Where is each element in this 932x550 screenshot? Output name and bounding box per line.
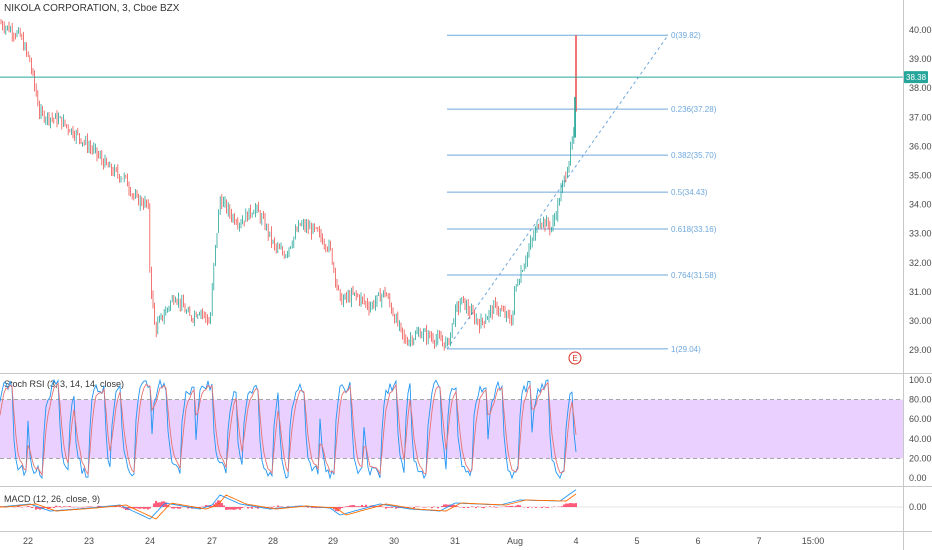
time-axis-label: 28 [268,536,278,546]
stoch-tick-label: 60.00 [909,414,932,424]
macd-group [0,489,903,520]
time-axis-label: 22 [23,536,33,546]
fib-trend-line [446,34,669,350]
time-axis-label: 15:00 [802,536,825,546]
stoch-rsi-title: Stoch RSI (3, 3, 14, 14, close) [4,379,125,389]
candles-group [0,19,577,351]
price-tick-label: 40.00 [909,25,932,35]
price-tick-label: 35.00 [909,171,932,181]
axis-labels-group: 40.0039.0038.0037.0036.0035.0034.0033.00… [23,25,932,546]
macd-tick-label: 0.00 [909,502,927,512]
stoch-lines-group [0,378,577,480]
stoch-band-group [0,399,903,459]
time-axis-label: 5 [634,536,639,546]
time-axis-label: 23 [84,536,94,546]
stoch-tick-label: 0.00 [909,473,927,483]
price-tick-label: 37.00 [909,112,932,122]
macd-signal-line [0,493,577,520]
stoch-d-line [0,381,577,477]
symbol-title: NIKOLA CORPORATION, 3, Cboe BZX [4,3,180,14]
stoch-tick-label: 40.00 [909,434,932,444]
fib-retracement-group[interactable]: 0(39.82) 0.236(37.28) 0.382(35.70) 0.5(34.4… [446,31,717,354]
price-tick-label: 29.00 [909,345,932,355]
stoch-tick-label: 80.00 [909,395,932,405]
fib-level-label: 0.618(33.16) [671,225,717,234]
macd-title: MACD (12, 26, close, 9) [4,494,101,504]
time-axis-label: 31 [450,536,460,546]
price-tick-label: 34.00 [909,200,932,210]
time-axis-label: 27 [207,536,217,546]
time-axis-label: 29 [328,536,338,546]
price-tick-label: 33.00 [909,229,932,239]
fib-level-label: 1(29.04) [671,345,701,354]
earnings-marker-label: E [572,354,577,363]
fib-level-label: 0.5(34.43) [671,188,708,197]
time-axis-label: 24 [145,536,155,546]
stoch-tick-label: 100.00 [909,375,932,385]
current-price-label: 38.38 [906,73,927,82]
time-axis-label: 7 [756,536,761,546]
time-axis-label: 30 [389,536,399,546]
current-price-group: 38.38 [0,71,928,84]
price-tick-label: 31.00 [909,287,932,297]
fib-level-label: 0.382(35.70) [671,151,717,160]
price-tick-label: 32.00 [909,258,932,268]
price-tick-label: 39.00 [909,54,932,64]
time-axis-label: 6 [695,536,700,546]
price-tick-label: 36.00 [909,141,932,151]
fib-level-label: 0.764(31.58) [671,271,717,280]
time-axis-label: 4 [573,536,578,546]
stoch-k-line [0,378,577,480]
fib-level-label: 0.236(37.28) [671,105,717,114]
fib-level-label: 0(39.82) [671,31,701,40]
current-price-tag [904,71,928,84]
time-axis-label: Aug [507,536,523,546]
price-tick-label: 38.00 [909,83,932,93]
price-tick-label: 30.00 [909,316,932,326]
earnings-marker-group[interactable]: E [568,351,582,365]
stoch-tick-label: 20.00 [909,453,932,463]
earnings-marker-icon[interactable] [568,351,582,365]
stoch-overbought-oversold-band [0,399,903,459]
